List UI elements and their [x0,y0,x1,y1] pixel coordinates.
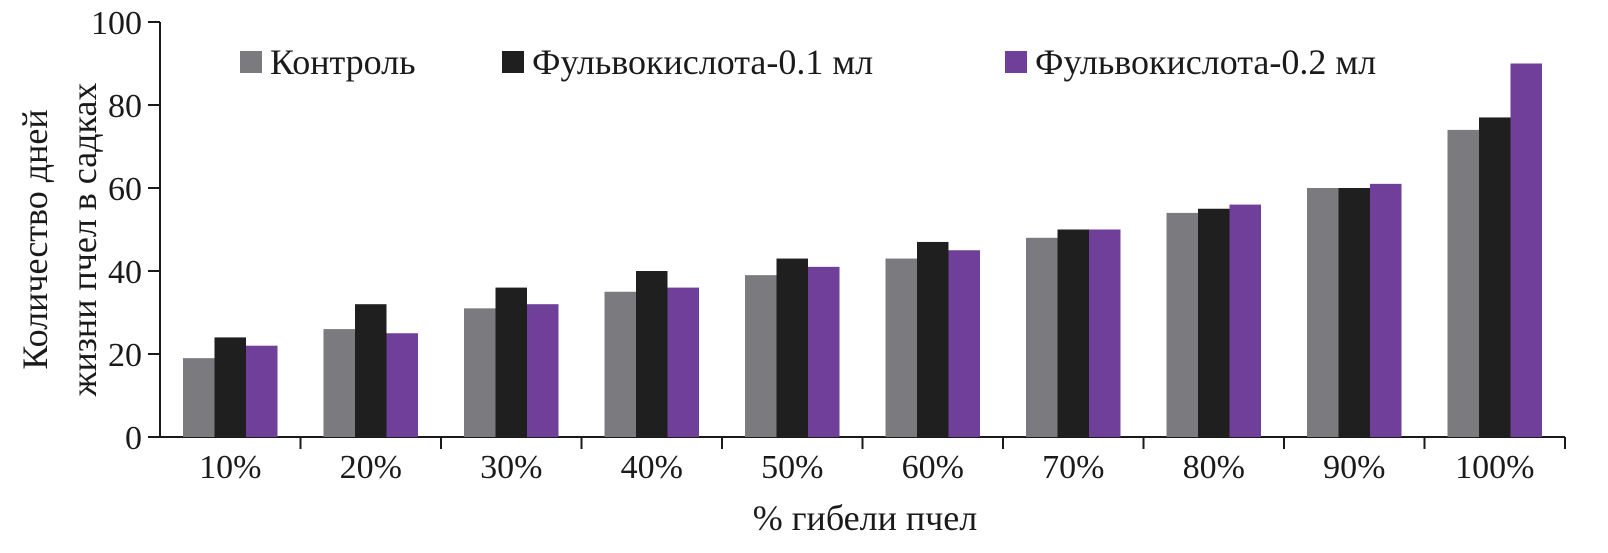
x-tick-label: 80% [1183,449,1245,486]
bar [1026,237,1058,437]
legend-swatch [1005,51,1027,73]
bar [917,241,949,437]
x-tick-label: 70% [1042,449,1104,486]
bar [464,308,496,437]
bar [1338,188,1370,437]
y-axis-ticks: 0 20 40 60 80 100 [91,5,160,457]
bar [214,337,246,437]
legend-label: Контроль [270,42,416,82]
x-tick-label: 10% [199,449,261,486]
x-axis-title: % гибели пчел [753,498,977,538]
y-tick-label: 0 [125,420,142,457]
bar [745,275,777,437]
y-axis-title: Количество дней жизни пчел в садках [15,83,104,398]
bar [1447,129,1479,437]
bars [183,63,1542,437]
bar [776,258,808,437]
legend-swatch [502,51,524,73]
legend-label: Фульвокислота-0.1 мл [532,42,873,82]
bar [948,250,980,437]
bar [527,304,559,437]
bar [495,287,527,437]
bar [1510,63,1542,437]
y-tick-label: 40 [108,254,142,291]
y-tick-label: 20 [108,337,142,374]
bar [386,333,418,437]
bar [604,291,636,437]
bar [808,266,840,437]
x-tick-label: 100% [1455,449,1534,486]
bar [1307,188,1339,437]
x-tick-label: 30% [480,449,542,486]
y-axis-title-line: Количество дней [15,109,55,369]
x-tick-label: 60% [902,449,964,486]
bar [355,304,387,437]
legend-swatch [240,51,262,73]
bar [1479,117,1511,437]
x-tick-label: 40% [621,449,683,486]
bar [183,358,215,437]
bar [323,329,355,437]
bar [1089,229,1121,437]
x-axis-ticks: 10% 20% 30% 40% 50% 60% 70% 80% 90% 100% [199,437,1566,486]
bar [667,287,699,437]
legend: Контроль Фульвокислота-0.1 мл Фульвокислот… [240,42,1376,82]
bar [1198,208,1230,437]
bar [636,271,668,437]
y-tick-label: 80 [108,88,142,125]
y-axis-title-line: жизни пчел в садках [64,83,104,398]
bar [1229,204,1261,437]
x-tick-label: 50% [761,449,823,486]
bar [1370,183,1402,437]
legend-label: Фульвокислота-0.2 мл [1035,42,1376,82]
y-tick-label: 60 [108,171,142,208]
bar [1166,212,1198,437]
bar [1057,229,1089,437]
bar [885,258,917,437]
y-tick-label: 100 [91,5,142,42]
x-tick-label: 90% [1323,449,1385,486]
bar [246,345,278,437]
x-tick-label: 20% [340,449,402,486]
